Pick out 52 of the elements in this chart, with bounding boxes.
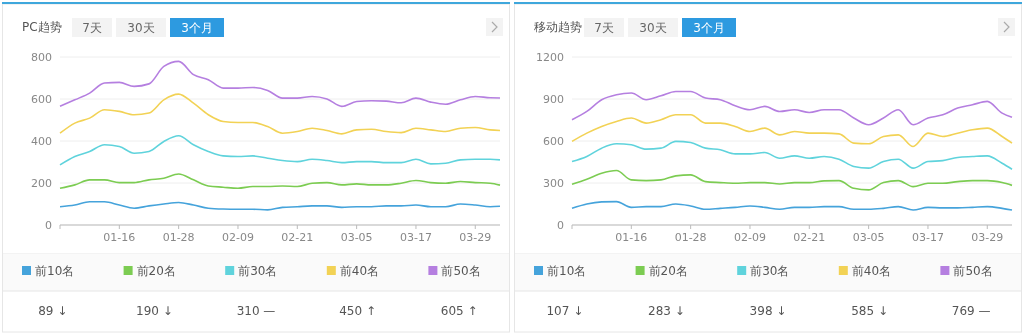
- y-tick-label: 900: [543, 93, 564, 106]
- x-tick-label: 01-16: [103, 231, 136, 244]
- text: 585 ↓: [851, 304, 888, 318]
- legend-label: 前40名: [851, 264, 892, 278]
- text: 3个月: [693, 20, 725, 35]
- x-tick-label: 03-05: [340, 231, 373, 244]
- text: 30天: [127, 20, 155, 35]
- chart-title: PC趋势: [22, 20, 62, 34]
- text: 605 ↑: [440, 304, 478, 318]
- text: 7天: [594, 20, 614, 35]
- legend-label: 前30名: [238, 264, 278, 278]
- chart-title: 移动趋势: [534, 20, 582, 34]
- y-tick-label: 0: [45, 219, 52, 232]
- x-tick-label: 01-16: [615, 231, 648, 244]
- x-tick-label: 01-28: [162, 231, 195, 244]
- x-tick-label: 02-21: [793, 231, 826, 244]
- text: 310 —: [236, 304, 276, 318]
- text: 450 ↑: [339, 304, 376, 318]
- legend-label: 前20名: [136, 264, 176, 278]
- y-tick-label: 1200: [536, 51, 564, 64]
- x-tick-label: 03-05: [852, 231, 885, 244]
- x-tick-label: 03-17: [399, 231, 432, 244]
- text: 7天: [82, 20, 102, 35]
- legend-label: 前10名: [35, 264, 75, 278]
- text: 3个月: [181, 20, 213, 35]
- x-tick-label: 01-28: [674, 231, 707, 244]
- y-tick-label: 600: [31, 93, 52, 106]
- y-tick-label: 400: [31, 135, 52, 148]
- legend-label: 前10名: [547, 264, 587, 278]
- text: 30天: [639, 20, 667, 35]
- text: 107 ↓: [546, 304, 584, 318]
- legend-label: 前50名: [441, 264, 481, 278]
- y-tick-label: 600: [543, 135, 564, 148]
- x-tick-label: 02-21: [281, 231, 314, 244]
- legend-label: 前40名: [339, 264, 380, 278]
- y-tick-label: 0: [557, 219, 564, 232]
- y-tick-label: 300: [543, 177, 564, 190]
- text: 398 ↓: [749, 304, 787, 318]
- x-tick-label: 03-29: [459, 231, 492, 244]
- y-tick-label: 200: [31, 177, 52, 190]
- y-tick-label: 800: [31, 51, 52, 64]
- x-tick-label: 02-09: [221, 231, 254, 244]
- text: 769 —: [951, 304, 991, 318]
- text: 89 ↓: [38, 304, 68, 318]
- legend-label: 前30名: [750, 264, 790, 278]
- x-tick-label: 03-17: [911, 231, 944, 244]
- legend-label: 前20名: [648, 264, 688, 278]
- text: 283 ↓: [648, 304, 685, 318]
- x-tick-label: 02-09: [733, 231, 766, 244]
- legend-label: 前50名: [953, 264, 993, 278]
- text: 190 ↓: [136, 304, 173, 318]
- x-tick-label: 03-29: [971, 231, 1004, 244]
